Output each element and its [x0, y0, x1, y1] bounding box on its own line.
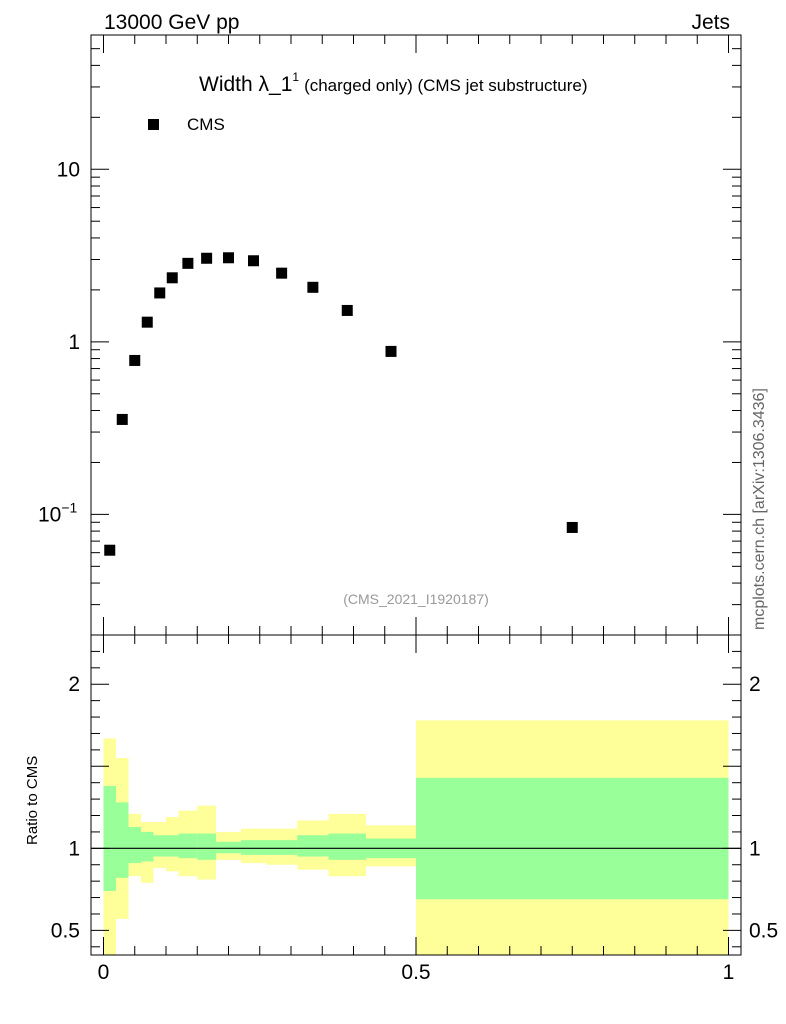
- ratio-inner-band: [216, 841, 241, 854]
- header-left-text: 13000 GeV pp: [104, 11, 239, 34]
- header-right-text: Jets: [691, 11, 730, 34]
- main-axes: 10−1 1 10: [38, 34, 741, 636]
- cms-data-point: [166, 272, 178, 284]
- legend-marker-cms: [148, 119, 159, 130]
- plot-title-main: Width λ_1: [199, 73, 292, 96]
- main-y-tick-label: 10: [57, 158, 80, 181]
- ratio-y-tick-label-left: 2: [68, 673, 80, 696]
- ratio-x-tick-label: 0: [98, 961, 110, 984]
- cms-data-point: [385, 345, 397, 357]
- cms-data-point: [116, 413, 128, 425]
- cms-data-point: [307, 281, 319, 293]
- ratio-axes: 0.5 0.5 1 1 2 2 0 0.5 1: [51, 635, 778, 984]
- ratio-inner-band: [166, 835, 179, 857]
- ratio-x-tick-label: 0.5: [401, 961, 430, 984]
- ratio-inner-band: [266, 840, 298, 855]
- cms-data-point: [566, 521, 578, 533]
- plot-title: Width λ_11 (charged only) (CMS jet substr…: [199, 70, 588, 96]
- legend: CMS: [148, 115, 225, 134]
- ratio-inner-band: [116, 802, 129, 878]
- ratio-y-tick-label-left: 0.5: [51, 919, 80, 942]
- cms-data-point: [129, 354, 141, 366]
- cms-data-point: [276, 267, 288, 279]
- ratio-y-axis-label: Ratio to CMS: [24, 756, 41, 845]
- cms-data-point: [223, 252, 234, 264]
- legend-label-cms: CMS: [187, 115, 225, 134]
- ratio-plot-panel: 0.5 0.5 1 1 2 2 0 0.5 1: [51, 634, 778, 984]
- main-data-layer: [104, 252, 578, 556]
- ratio-inner-band: [103, 785, 116, 891]
- ratio-inner-band: [141, 831, 154, 862]
- ratio-y-tick-label-left: 1: [68, 837, 80, 860]
- cms-data-point: [141, 316, 153, 328]
- cms-data-point: [341, 304, 353, 316]
- ratio-inner-band: [241, 840, 266, 855]
- cms-data-point: [154, 287, 166, 299]
- main-plot-panel: 10−1 1 10: [38, 34, 742, 636]
- ratio-inner-band: [153, 835, 166, 857]
- cms-data-point: [201, 252, 213, 264]
- main-y-tick-label: 1: [68, 331, 80, 354]
- ratio-inner-band: [297, 835, 329, 857]
- ratio-plot-frame: [90, 634, 742, 956]
- ratio-inner-band: [416, 777, 729, 900]
- ratio-y-tick-label-right: 0.5: [749, 919, 778, 942]
- ratio-y-tick-label-right: 2: [749, 673, 761, 696]
- ratio-inner-band: [128, 827, 141, 864]
- plot-title-sub: (charged only) (CMS jet substructure): [304, 76, 587, 95]
- mcplots-side-label: mcplots.cern.ch [arXiv:1306.3436]: [751, 388, 768, 630]
- ratio-data-layer: [91, 720, 741, 955]
- ratio-x-tick-label: 1: [723, 961, 735, 984]
- cms-data-point: [104, 544, 116, 556]
- ratio-inner-band: [197, 833, 216, 860]
- plot-title-superscript: 1: [292, 70, 299, 84]
- analysis-id-label: (CMS_2021_I1920187): [343, 591, 489, 607]
- cms-data-point: [248, 255, 259, 267]
- ratio-inner-band: [178, 833, 198, 859]
- cms-data-point: [182, 257, 194, 269]
- ratio-y-tick-label-right: 1: [749, 837, 761, 860]
- ratio-inner-band: [328, 833, 366, 860]
- main-y-tick-label: 10−1: [38, 499, 78, 526]
